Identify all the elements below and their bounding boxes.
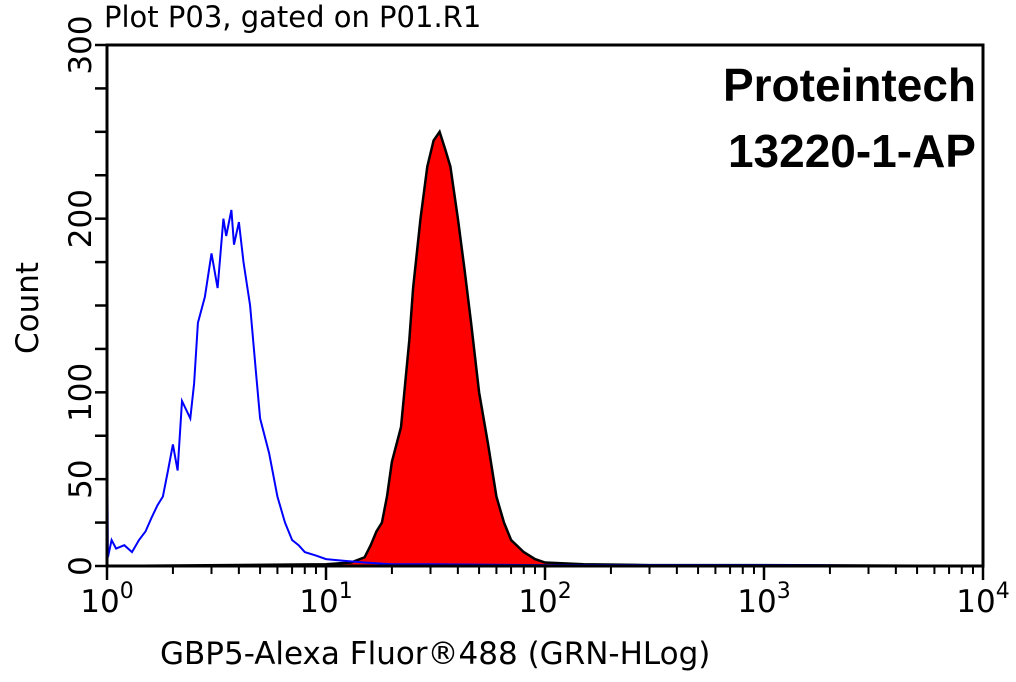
y-tick-label: 300: [63, 15, 99, 74]
y-tick-label: 50: [63, 459, 99, 498]
catalog-annotation: 13220-1-AP: [727, 125, 976, 177]
x-tick-label: 102: [518, 579, 571, 620]
x-tick-label: 100: [80, 579, 133, 620]
x-tick-label: 101: [299, 579, 352, 620]
brand-annotation: Proteintech: [722, 59, 976, 111]
y-tick-label: 100: [63, 363, 99, 422]
series-fill-red: [106, 129, 984, 568]
series-line-blue: [106, 209, 984, 567]
y-tick-label: 0: [63, 556, 99, 576]
chart-title: Plot P03, gated on P01.R1: [104, 0, 482, 34]
x-axis-label: GBP5-Alexa Fluor®488 (GRN-HLog): [160, 636, 711, 672]
y-axis-label: Count: [10, 261, 46, 355]
y-tick-label: 200: [63, 189, 99, 248]
x-tick-label: 104: [956, 579, 1009, 620]
x-tick-label: 103: [737, 579, 790, 620]
